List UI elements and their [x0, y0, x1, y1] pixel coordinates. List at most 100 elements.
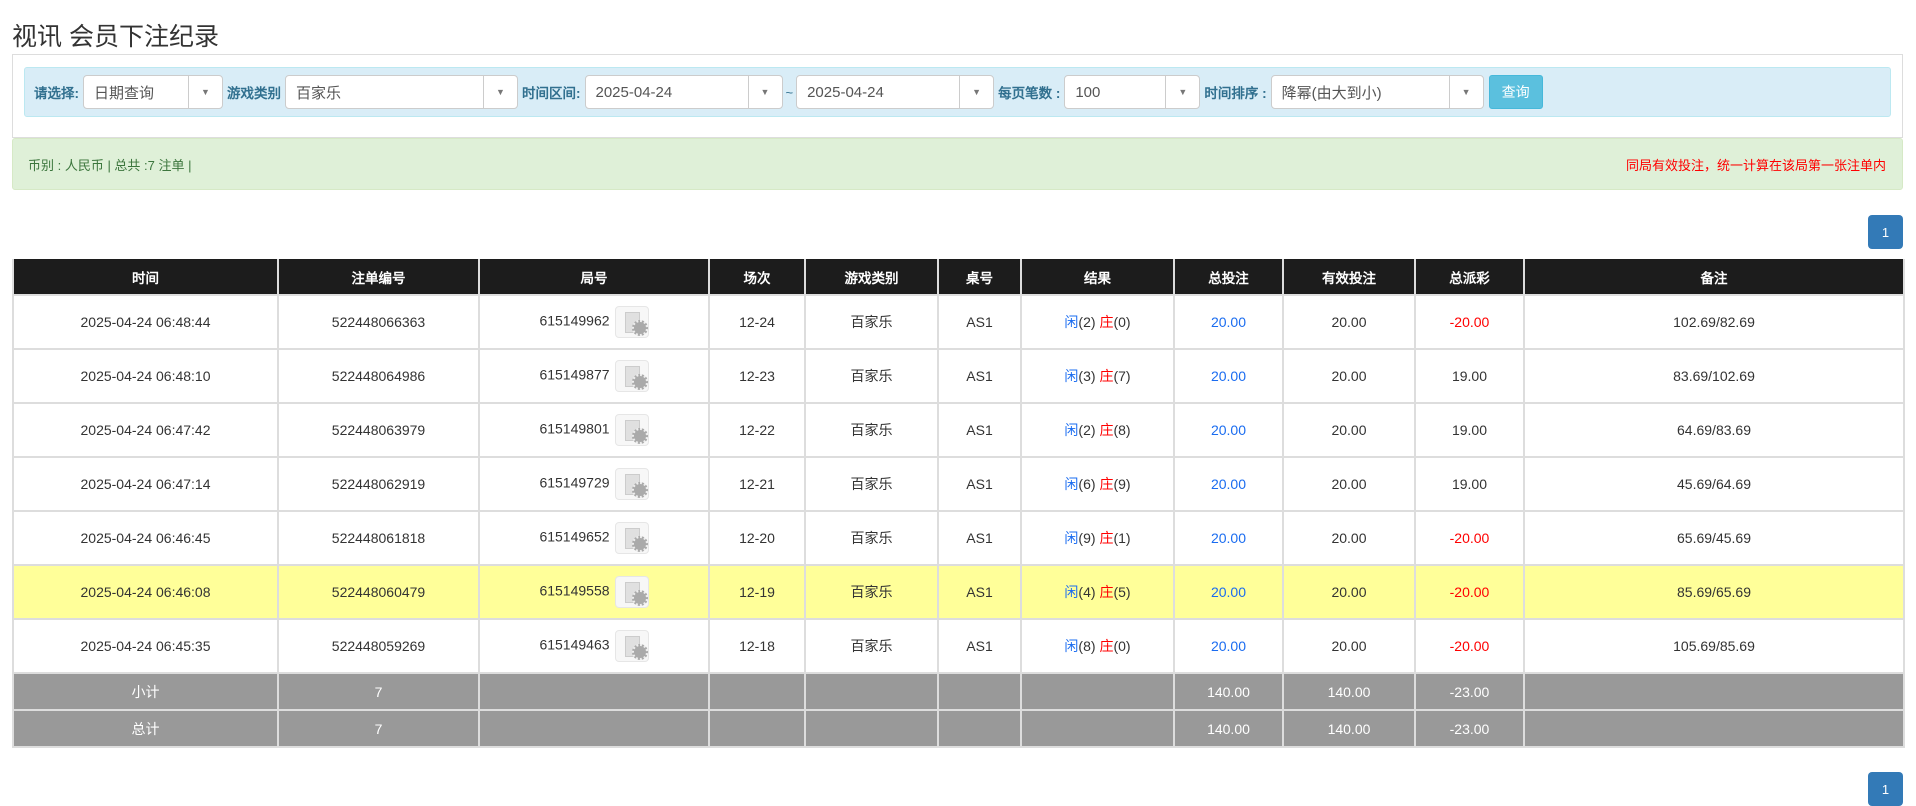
sum-count: 7: [277, 709, 480, 748]
valid-bet-cell: 20.00: [1282, 456, 1416, 512]
game-cell: 百家乐: [804, 294, 939, 350]
player-points: (8): [1078, 638, 1096, 654]
query-type-value: 日期查询: [94, 84, 155, 102]
sum-count: 7: [277, 672, 480, 711]
shoe-cell: 12-24: [708, 294, 806, 350]
table-row: 2025-04-24 06:45:35 522448059269 615149463…: [12, 618, 1905, 674]
summary-notice: 同局有效投注，统一计算在该局第一张注单内: [1625, 157, 1886, 173]
table-header: 时间 注单编号 局号 场次 游戏类别 桌号 结果 总投注 有效投注 总派彩 备注: [12, 259, 1905, 296]
payout-cell: 19.00: [1414, 456, 1525, 512]
valid-bet-cell: 20.00: [1282, 618, 1416, 674]
select-label: 请选择:: [34, 86, 79, 101]
time-cell: 2025-04-24 06:47:42: [12, 402, 279, 458]
table-row: 2025-04-24 06:47:14 522448062919 615149729…: [12, 456, 1905, 512]
round-cell: 615149801: [478, 402, 710, 458]
perpage-select[interactable]: 100 ▼: [1064, 75, 1201, 109]
empty-cell: [708, 672, 806, 711]
round-number: 615149463: [539, 636, 610, 653]
sum-payout: -23.00: [1414, 672, 1525, 711]
note-cell: 85.69/65.69: [1523, 564, 1905, 620]
video-replay-icon[interactable]: [614, 630, 649, 662]
note-cell: 64.69/83.69: [1523, 402, 1905, 458]
table-row: 2025-04-24 06:47:42 522448063979 615149801…: [12, 402, 1905, 458]
banker-points: (1): [1113, 530, 1131, 546]
banker-label: 庄: [1099, 422, 1114, 438]
time-cell: 2025-04-24 06:47:14: [12, 456, 279, 512]
round-cell: 615149652: [478, 510, 710, 566]
video-replay-icon[interactable]: [614, 414, 649, 446]
player-points: (9): [1078, 530, 1096, 546]
column-header: 场次: [708, 259, 806, 296]
sum-total: 140.00: [1173, 672, 1284, 711]
player-label: 闲: [1064, 584, 1079, 600]
chevron-down-icon: ▼: [959, 76, 993, 108]
total-bet-cell: 20.00: [1173, 618, 1284, 674]
total-bet-cell: 20.00: [1173, 564, 1284, 620]
shoe-cell: 12-20: [708, 510, 806, 566]
query-button[interactable]: 查询: [1488, 75, 1543, 109]
empty-cell: [708, 709, 806, 748]
table-row: 2025-04-24 06:48:10 522448064986 615149877…: [12, 348, 1905, 404]
grandtotal-row: 总计 7 140.00 140.00 -23.00: [12, 709, 1905, 748]
table-cell: AS1: [937, 564, 1022, 620]
table-cell: AS1: [937, 456, 1022, 512]
chevron-down-icon: ▼: [1165, 76, 1199, 108]
round-number: 615149962: [539, 312, 610, 329]
video-replay-icon[interactable]: [614, 360, 649, 392]
date-to-select[interactable]: 2025-04-24 ▼: [796, 75, 995, 109]
total-bet-cell: 20.00: [1173, 510, 1284, 566]
column-header: 注单编号: [277, 259, 480, 296]
result-cell: 闲(6) 庄(9): [1020, 456, 1175, 512]
table-cell: AS1: [937, 402, 1022, 458]
chevron-down-icon: ▼: [747, 76, 782, 108]
game-type-select[interactable]: 百家乐 ▼: [285, 75, 518, 109]
bet-id-cell: 522448064986: [277, 348, 480, 404]
video-replay-icon[interactable]: [614, 468, 649, 500]
bet-id-cell: 522448063979: [277, 402, 480, 458]
game-cell: 百家乐: [804, 564, 939, 620]
banker-points: (0): [1113, 314, 1131, 330]
pagination-page-bottom[interactable]: 1: [1868, 772, 1903, 806]
chevron-down-icon: ▼: [1448, 76, 1483, 108]
date-from-select[interactable]: 2025-04-24 ▼: [584, 75, 783, 109]
table-row: 2025-04-24 06:46:45 522448061818 615149652…: [12, 510, 1905, 566]
perpage-value: 100: [1075, 83, 1101, 101]
result-cell: 闲(8) 庄(0): [1020, 618, 1175, 674]
player-label: 闲: [1064, 476, 1079, 492]
empty-cell: [1523, 672, 1905, 711]
empty-cell: [804, 672, 939, 711]
video-replay-icon[interactable]: [614, 522, 649, 554]
game-cell: 百家乐: [804, 348, 939, 404]
valid-bet-cell: 20.00: [1282, 564, 1416, 620]
note-cell: 65.69/45.69: [1523, 510, 1905, 566]
table-cell: AS1: [937, 294, 1022, 350]
query-type-select[interactable]: 日期查询 ▼: [83, 75, 223, 109]
valid-bet-cell: 20.00: [1282, 294, 1416, 350]
player-label: 闲: [1064, 314, 1079, 330]
video-replay-icon[interactable]: [614, 306, 649, 338]
shoe-cell: 12-22: [708, 402, 806, 458]
date-to-value: 2025-04-24: [807, 83, 884, 101]
column-header: 桌号: [937, 259, 1022, 296]
sum-valid: 140.00: [1282, 672, 1416, 711]
sort-select[interactable]: 降幂(由大到小) ▼: [1270, 75, 1484, 109]
range-label: 时间区间:: [522, 86, 581, 101]
player-points: (2): [1078, 314, 1096, 330]
total-bet-cell: 20.00: [1173, 348, 1284, 404]
banker-label: 庄: [1099, 476, 1114, 492]
result-cell: 闲(4) 庄(5): [1020, 564, 1175, 620]
shoe-cell: 12-18: [708, 618, 806, 674]
time-cell: 2025-04-24 06:46:08: [12, 564, 279, 620]
banker-label: 庄: [1099, 314, 1114, 330]
time-cell: 2025-04-24 06:48:10: [12, 348, 279, 404]
result-cell: 闲(9) 庄(1): [1020, 510, 1175, 566]
sum-total: 140.00: [1173, 709, 1284, 748]
pagination-page-top[interactable]: 1: [1868, 215, 1903, 249]
player-points: (6): [1078, 476, 1096, 492]
banker-label: 庄: [1099, 638, 1114, 654]
chevron-down-icon: ▼: [188, 76, 222, 108]
column-header: 局号: [478, 259, 710, 296]
video-replay-icon[interactable]: [614, 576, 649, 608]
filter-bar: 请选择: 日期查询 ▼ 游戏类别 百家乐 ▼ 时间区间: 2025-04-24 ▼ ~…: [24, 67, 1891, 117]
time-cell: 2025-04-24 06:48:44: [12, 294, 279, 350]
